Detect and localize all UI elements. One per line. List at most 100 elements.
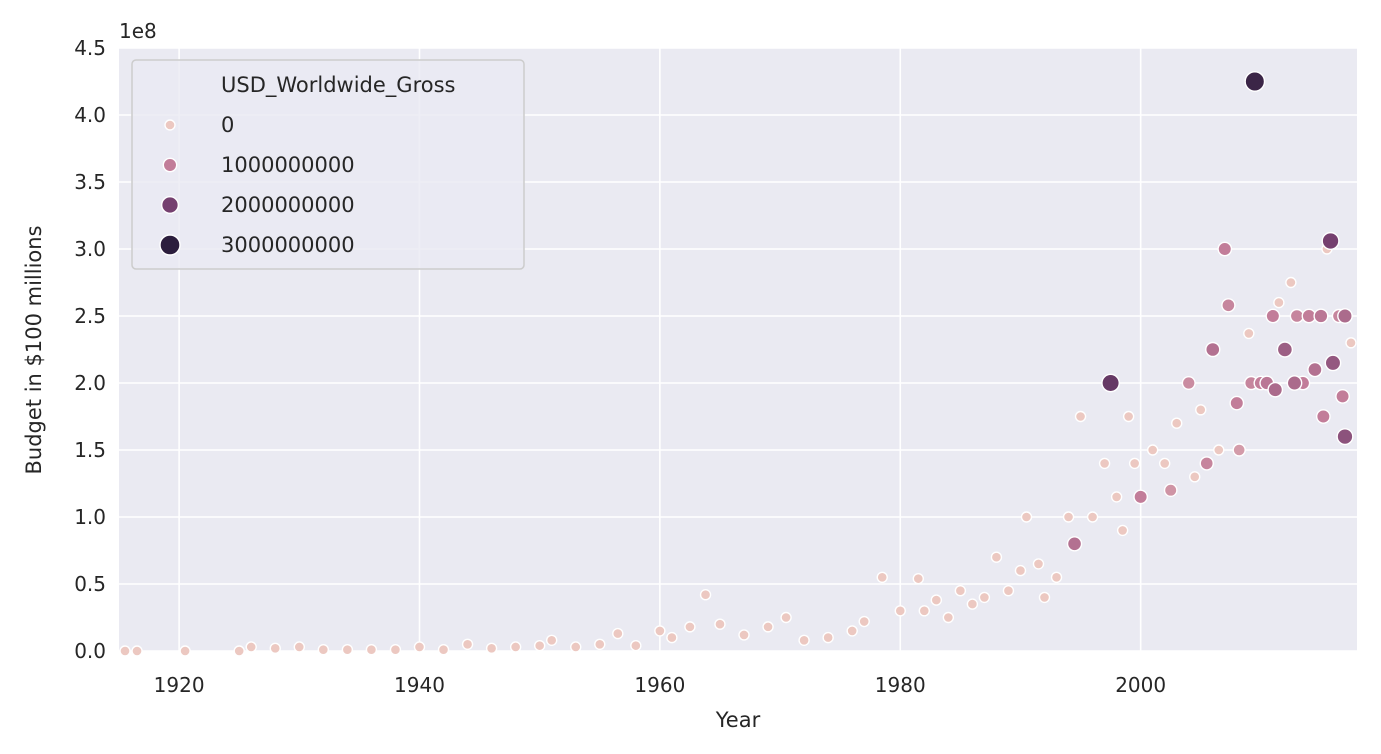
data-point (762, 621, 774, 633)
x-axis-label: Year (715, 708, 761, 732)
data-point (738, 629, 750, 641)
data-point (1101, 373, 1120, 393)
data-point (1335, 389, 1350, 404)
y-tick-label: 0.5 (74, 572, 106, 596)
data-point (918, 605, 931, 617)
data-point (1050, 571, 1063, 583)
data-points (119, 71, 1357, 657)
data-point (1205, 341, 1221, 358)
data-point (630, 639, 642, 652)
data-point (509, 641, 522, 653)
data-point (1244, 71, 1266, 92)
data-point (1122, 410, 1135, 423)
data-point (1074, 410, 1087, 423)
data-point (894, 605, 906, 617)
data-point (1289, 308, 1305, 324)
data-point (341, 643, 354, 656)
data-point (684, 621, 696, 633)
data-point (1345, 337, 1357, 349)
data-point (293, 641, 305, 653)
data-point (1321, 231, 1340, 250)
data-point (1110, 491, 1123, 503)
data-point (1232, 443, 1246, 457)
data-point (570, 641, 582, 653)
data-point (594, 638, 606, 650)
data-point (1229, 395, 1245, 411)
legend-label: 3000000000 (221, 233, 355, 257)
data-point (612, 627, 624, 640)
y-tick-label: 4.0 (74, 103, 106, 127)
data-point (966, 598, 979, 610)
data-point (1324, 354, 1342, 372)
y-tick-label: 1.5 (74, 438, 106, 462)
data-point (1128, 457, 1141, 470)
data-point (1038, 591, 1051, 604)
data-point (858, 615, 870, 628)
data-point (1336, 428, 1354, 446)
x-tick-labels: 1920 1940 1960 1980 2000 (154, 673, 1166, 697)
legend-label: 0 (221, 113, 234, 137)
data-point (666, 631, 678, 644)
data-point (1337, 308, 1353, 324)
data-point (1265, 308, 1281, 324)
data-point (846, 625, 858, 637)
data-point (1066, 536, 1083, 552)
data-point (954, 585, 967, 597)
legend: USD_Worldwide_Gross 0 1000000000 200000000… (131, 59, 525, 270)
legend-title: USD_Worldwide_Gross (221, 73, 456, 98)
y-tick-label: 0.0 (74, 639, 106, 663)
data-point (1133, 489, 1149, 505)
y-tick-label: 3.0 (74, 237, 106, 261)
data-point (1221, 298, 1236, 313)
data-point (131, 645, 143, 657)
legend-label: 1000000000 (221, 153, 355, 177)
data-point (1213, 444, 1225, 456)
y-tick-label: 1.0 (74, 505, 106, 529)
data-point (978, 591, 991, 604)
legend-marker (160, 195, 180, 215)
y-tick-label: 4.5 (74, 36, 106, 60)
data-point (245, 641, 257, 653)
data-point (1199, 456, 1214, 471)
data-point (822, 631, 834, 644)
data-point (1195, 404, 1207, 416)
data-point (1171, 417, 1183, 429)
legend-marker (162, 157, 178, 173)
data-point (461, 638, 474, 650)
data-point (912, 572, 924, 585)
data-point (1189, 471, 1201, 483)
data-point (1146, 444, 1159, 456)
x-tick-label: 2000 (1115, 673, 1166, 697)
data-point (1273, 296, 1285, 309)
data-point (714, 618, 726, 630)
data-point (1116, 524, 1129, 537)
legend-label: 2000000000 (221, 193, 355, 217)
data-point (389, 643, 402, 656)
data-point (413, 641, 426, 653)
y-tick-label: 3.5 (74, 170, 106, 194)
data-point (1243, 327, 1255, 340)
x-tick-label: 1920 (154, 673, 205, 697)
data-point (179, 645, 191, 657)
data-point (1276, 341, 1294, 358)
data-point (1020, 511, 1033, 523)
data-point (1002, 585, 1015, 597)
y-axis-label: Budget in $100 millions (22, 225, 46, 474)
y-offset-text: 1e8 (119, 19, 157, 43)
data-point (942, 611, 955, 624)
y-tick-label: 2.5 (74, 304, 106, 328)
data-point (269, 642, 281, 655)
data-point (1163, 483, 1178, 498)
data-point (930, 594, 943, 606)
data-point (1315, 409, 1331, 424)
data-point (1086, 511, 1099, 523)
data-point (1307, 361, 1323, 378)
data-point (119, 645, 131, 657)
legend-box (131, 59, 525, 270)
data-point (365, 643, 378, 656)
data-point (1181, 375, 1196, 391)
legend-marker (159, 234, 181, 256)
legend-marker (164, 119, 176, 131)
data-point (654, 625, 666, 637)
